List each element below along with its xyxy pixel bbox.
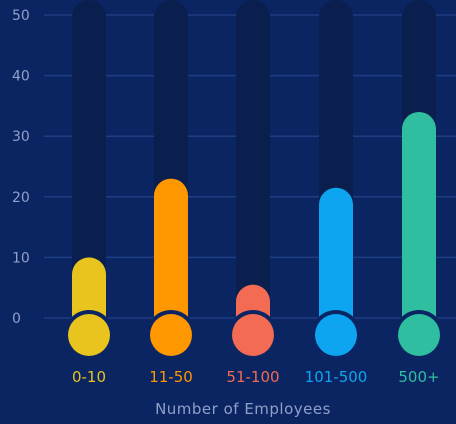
bar-500+ bbox=[402, 111, 436, 336]
y-tick-label: 20 bbox=[12, 190, 30, 206]
y-axis: 0 10 20 30 40 50 bbox=[12, 8, 30, 327]
bar-101-500 bbox=[319, 187, 353, 335]
bar-11-50 bbox=[154, 178, 188, 335]
bars bbox=[64, 0, 444, 360]
y-tick-label: 0 bbox=[12, 311, 21, 327]
bar-knob bbox=[68, 314, 110, 356]
x-tick-label: 0-10 bbox=[72, 368, 106, 386]
bar-knob bbox=[315, 314, 357, 356]
bar-knob bbox=[232, 314, 274, 356]
bar-track bbox=[236, 0, 270, 335]
bar-knob bbox=[398, 314, 440, 356]
y-tick-label: 10 bbox=[12, 250, 30, 266]
y-tick-label: 50 bbox=[12, 8, 30, 24]
x-axis: 0-10 11-50 51-100 101-500 500+ bbox=[72, 368, 440, 386]
x-tick-label: 11-50 bbox=[149, 368, 193, 386]
y-tick-label: 30 bbox=[12, 129, 30, 145]
y-tick-label: 40 bbox=[12, 69, 30, 85]
x-tick-label: 101-500 bbox=[305, 368, 368, 386]
x-axis-title: Number of Employees bbox=[155, 400, 331, 418]
x-tick-label: 51-100 bbox=[226, 368, 279, 386]
bar-track bbox=[72, 0, 106, 335]
x-tick-label: 500+ bbox=[398, 368, 439, 386]
bar-knob bbox=[150, 314, 192, 356]
